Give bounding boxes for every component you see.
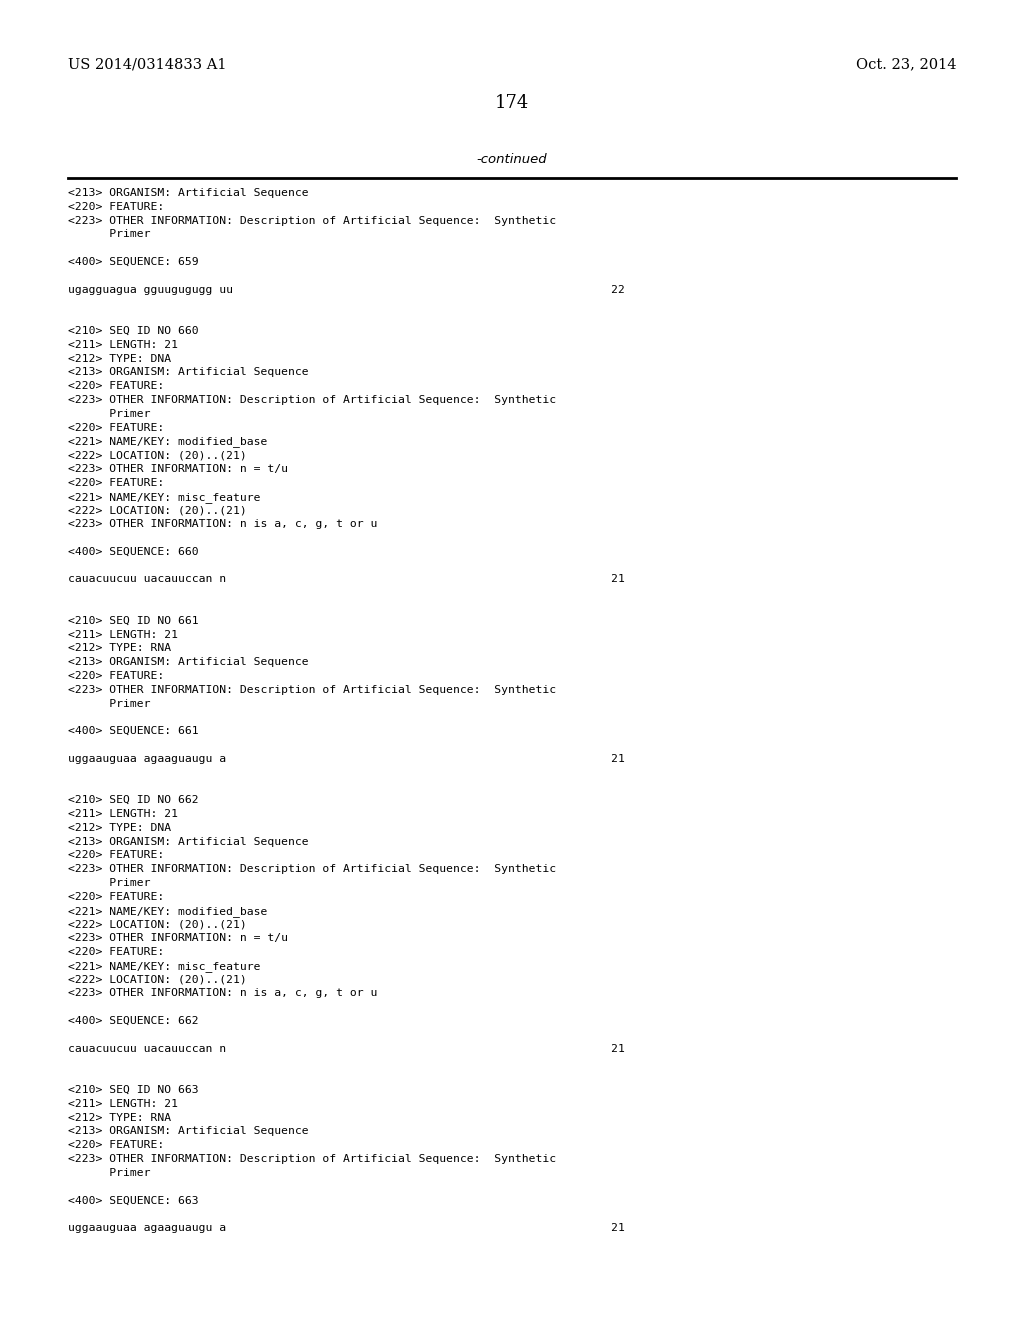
Text: <221> NAME/KEY: modified_base: <221> NAME/KEY: modified_base	[68, 437, 267, 447]
Text: <223> OTHER INFORMATION: n = t/u: <223> OTHER INFORMATION: n = t/u	[68, 933, 288, 944]
Text: <211> LENGTH: 21: <211> LENGTH: 21	[68, 809, 178, 818]
Text: -continued: -continued	[477, 153, 547, 166]
Text: <213> ORGANISM: Artificial Sequence: <213> ORGANISM: Artificial Sequence	[68, 837, 308, 846]
Text: <223> OTHER INFORMATION: Description of Artificial Sequence:  Synthetic: <223> OTHER INFORMATION: Description of …	[68, 865, 556, 874]
Text: <223> OTHER INFORMATION: Description of Artificial Sequence:  Synthetic: <223> OTHER INFORMATION: Description of …	[68, 1154, 556, 1164]
Text: US 2014/0314833 A1: US 2014/0314833 A1	[68, 57, 226, 71]
Text: <220> FEATURE:: <220> FEATURE:	[68, 946, 164, 957]
Text: <213> ORGANISM: Artificial Sequence: <213> ORGANISM: Artificial Sequence	[68, 367, 308, 378]
Text: <220> FEATURE:: <220> FEATURE:	[68, 892, 164, 902]
Text: <222> LOCATION: (20)..(21): <222> LOCATION: (20)..(21)	[68, 450, 247, 461]
Text: <220> FEATURE:: <220> FEATURE:	[68, 202, 164, 211]
Text: <223> OTHER INFORMATION: n = t/u: <223> OTHER INFORMATION: n = t/u	[68, 465, 288, 474]
Text: ugagguagua gguugugugg uu                                                       2: ugagguagua gguugugugg uu 2	[68, 285, 625, 294]
Text: uggaauguaa agaaguaugu a                                                        2: uggaauguaa agaaguaugu a 2	[68, 1224, 625, 1233]
Text: <400> SEQUENCE: 663: <400> SEQUENCE: 663	[68, 1196, 199, 1205]
Text: 174: 174	[495, 94, 529, 112]
Text: cauacuucuu uacauuccan n                                                        2: cauacuucuu uacauuccan n 2	[68, 1044, 625, 1053]
Text: <400> SEQUENCE: 661: <400> SEQUENCE: 661	[68, 726, 199, 737]
Text: <212> TYPE: DNA: <212> TYPE: DNA	[68, 354, 171, 363]
Text: <221> NAME/KEY: modified_base: <221> NAME/KEY: modified_base	[68, 906, 267, 916]
Text: Primer: Primer	[68, 230, 151, 239]
Text: <220> FEATURE:: <220> FEATURE:	[68, 850, 164, 861]
Text: <212> TYPE: RNA: <212> TYPE: RNA	[68, 1113, 171, 1122]
Text: <210> SEQ ID NO 661: <210> SEQ ID NO 661	[68, 616, 199, 626]
Text: <221> NAME/KEY: misc_feature: <221> NAME/KEY: misc_feature	[68, 491, 260, 503]
Text: <210> SEQ ID NO 660: <210> SEQ ID NO 660	[68, 326, 199, 337]
Text: cauacuucuu uacauuccan n                                                        2: cauacuucuu uacauuccan n 2	[68, 574, 625, 585]
Text: <212> TYPE: RNA: <212> TYPE: RNA	[68, 643, 171, 653]
Text: <213> ORGANISM: Artificial Sequence: <213> ORGANISM: Artificial Sequence	[68, 1126, 308, 1137]
Text: <223> OTHER INFORMATION: Description of Artificial Sequence:  Synthetic: <223> OTHER INFORMATION: Description of …	[68, 215, 556, 226]
Text: Oct. 23, 2014: Oct. 23, 2014	[855, 57, 956, 71]
Text: <211> LENGTH: 21: <211> LENGTH: 21	[68, 339, 178, 350]
Text: <220> FEATURE:: <220> FEATURE:	[68, 381, 164, 391]
Text: <223> OTHER INFORMATION: Description of Artificial Sequence:  Synthetic: <223> OTHER INFORMATION: Description of …	[68, 685, 556, 694]
Text: <213> ORGANISM: Artificial Sequence: <213> ORGANISM: Artificial Sequence	[68, 657, 308, 667]
Text: Primer: Primer	[68, 878, 151, 888]
Text: <400> SEQUENCE: 659: <400> SEQUENCE: 659	[68, 257, 199, 267]
Text: <210> SEQ ID NO 662: <210> SEQ ID NO 662	[68, 795, 199, 805]
Text: <223> OTHER INFORMATION: n is a, c, g, t or u: <223> OTHER INFORMATION: n is a, c, g, t…	[68, 989, 378, 998]
Text: <222> LOCATION: (20)..(21): <222> LOCATION: (20)..(21)	[68, 506, 247, 515]
Text: uggaauguaa agaaguaugu a                                                        2: uggaauguaa agaaguaugu a 2	[68, 754, 625, 764]
Text: <220> FEATURE:: <220> FEATURE:	[68, 422, 164, 433]
Text: <212> TYPE: DNA: <212> TYPE: DNA	[68, 822, 171, 833]
Text: <220> FEATURE:: <220> FEATURE:	[68, 671, 164, 681]
Text: <400> SEQUENCE: 660: <400> SEQUENCE: 660	[68, 546, 199, 557]
Text: <213> ORGANISM: Artificial Sequence: <213> ORGANISM: Artificial Sequence	[68, 187, 308, 198]
Text: <210> SEQ ID NO 663: <210> SEQ ID NO 663	[68, 1085, 199, 1096]
Text: <211> LENGTH: 21: <211> LENGTH: 21	[68, 1098, 178, 1109]
Text: <223> OTHER INFORMATION: Description of Artificial Sequence:  Synthetic: <223> OTHER INFORMATION: Description of …	[68, 395, 556, 405]
Text: <400> SEQUENCE: 662: <400> SEQUENCE: 662	[68, 1016, 199, 1026]
Text: Primer: Primer	[68, 409, 151, 418]
Text: <211> LENGTH: 21: <211> LENGTH: 21	[68, 630, 178, 640]
Text: <220> FEATURE:: <220> FEATURE:	[68, 1140, 164, 1150]
Text: <220> FEATURE:: <220> FEATURE:	[68, 478, 164, 488]
Text: <221> NAME/KEY: misc_feature: <221> NAME/KEY: misc_feature	[68, 961, 260, 972]
Text: Primer: Primer	[68, 698, 151, 709]
Text: Primer: Primer	[68, 1168, 151, 1177]
Text: <223> OTHER INFORMATION: n is a, c, g, t or u: <223> OTHER INFORMATION: n is a, c, g, t…	[68, 519, 378, 529]
Text: <222> LOCATION: (20)..(21): <222> LOCATION: (20)..(21)	[68, 974, 247, 985]
Text: <222> LOCATION: (20)..(21): <222> LOCATION: (20)..(21)	[68, 920, 247, 929]
